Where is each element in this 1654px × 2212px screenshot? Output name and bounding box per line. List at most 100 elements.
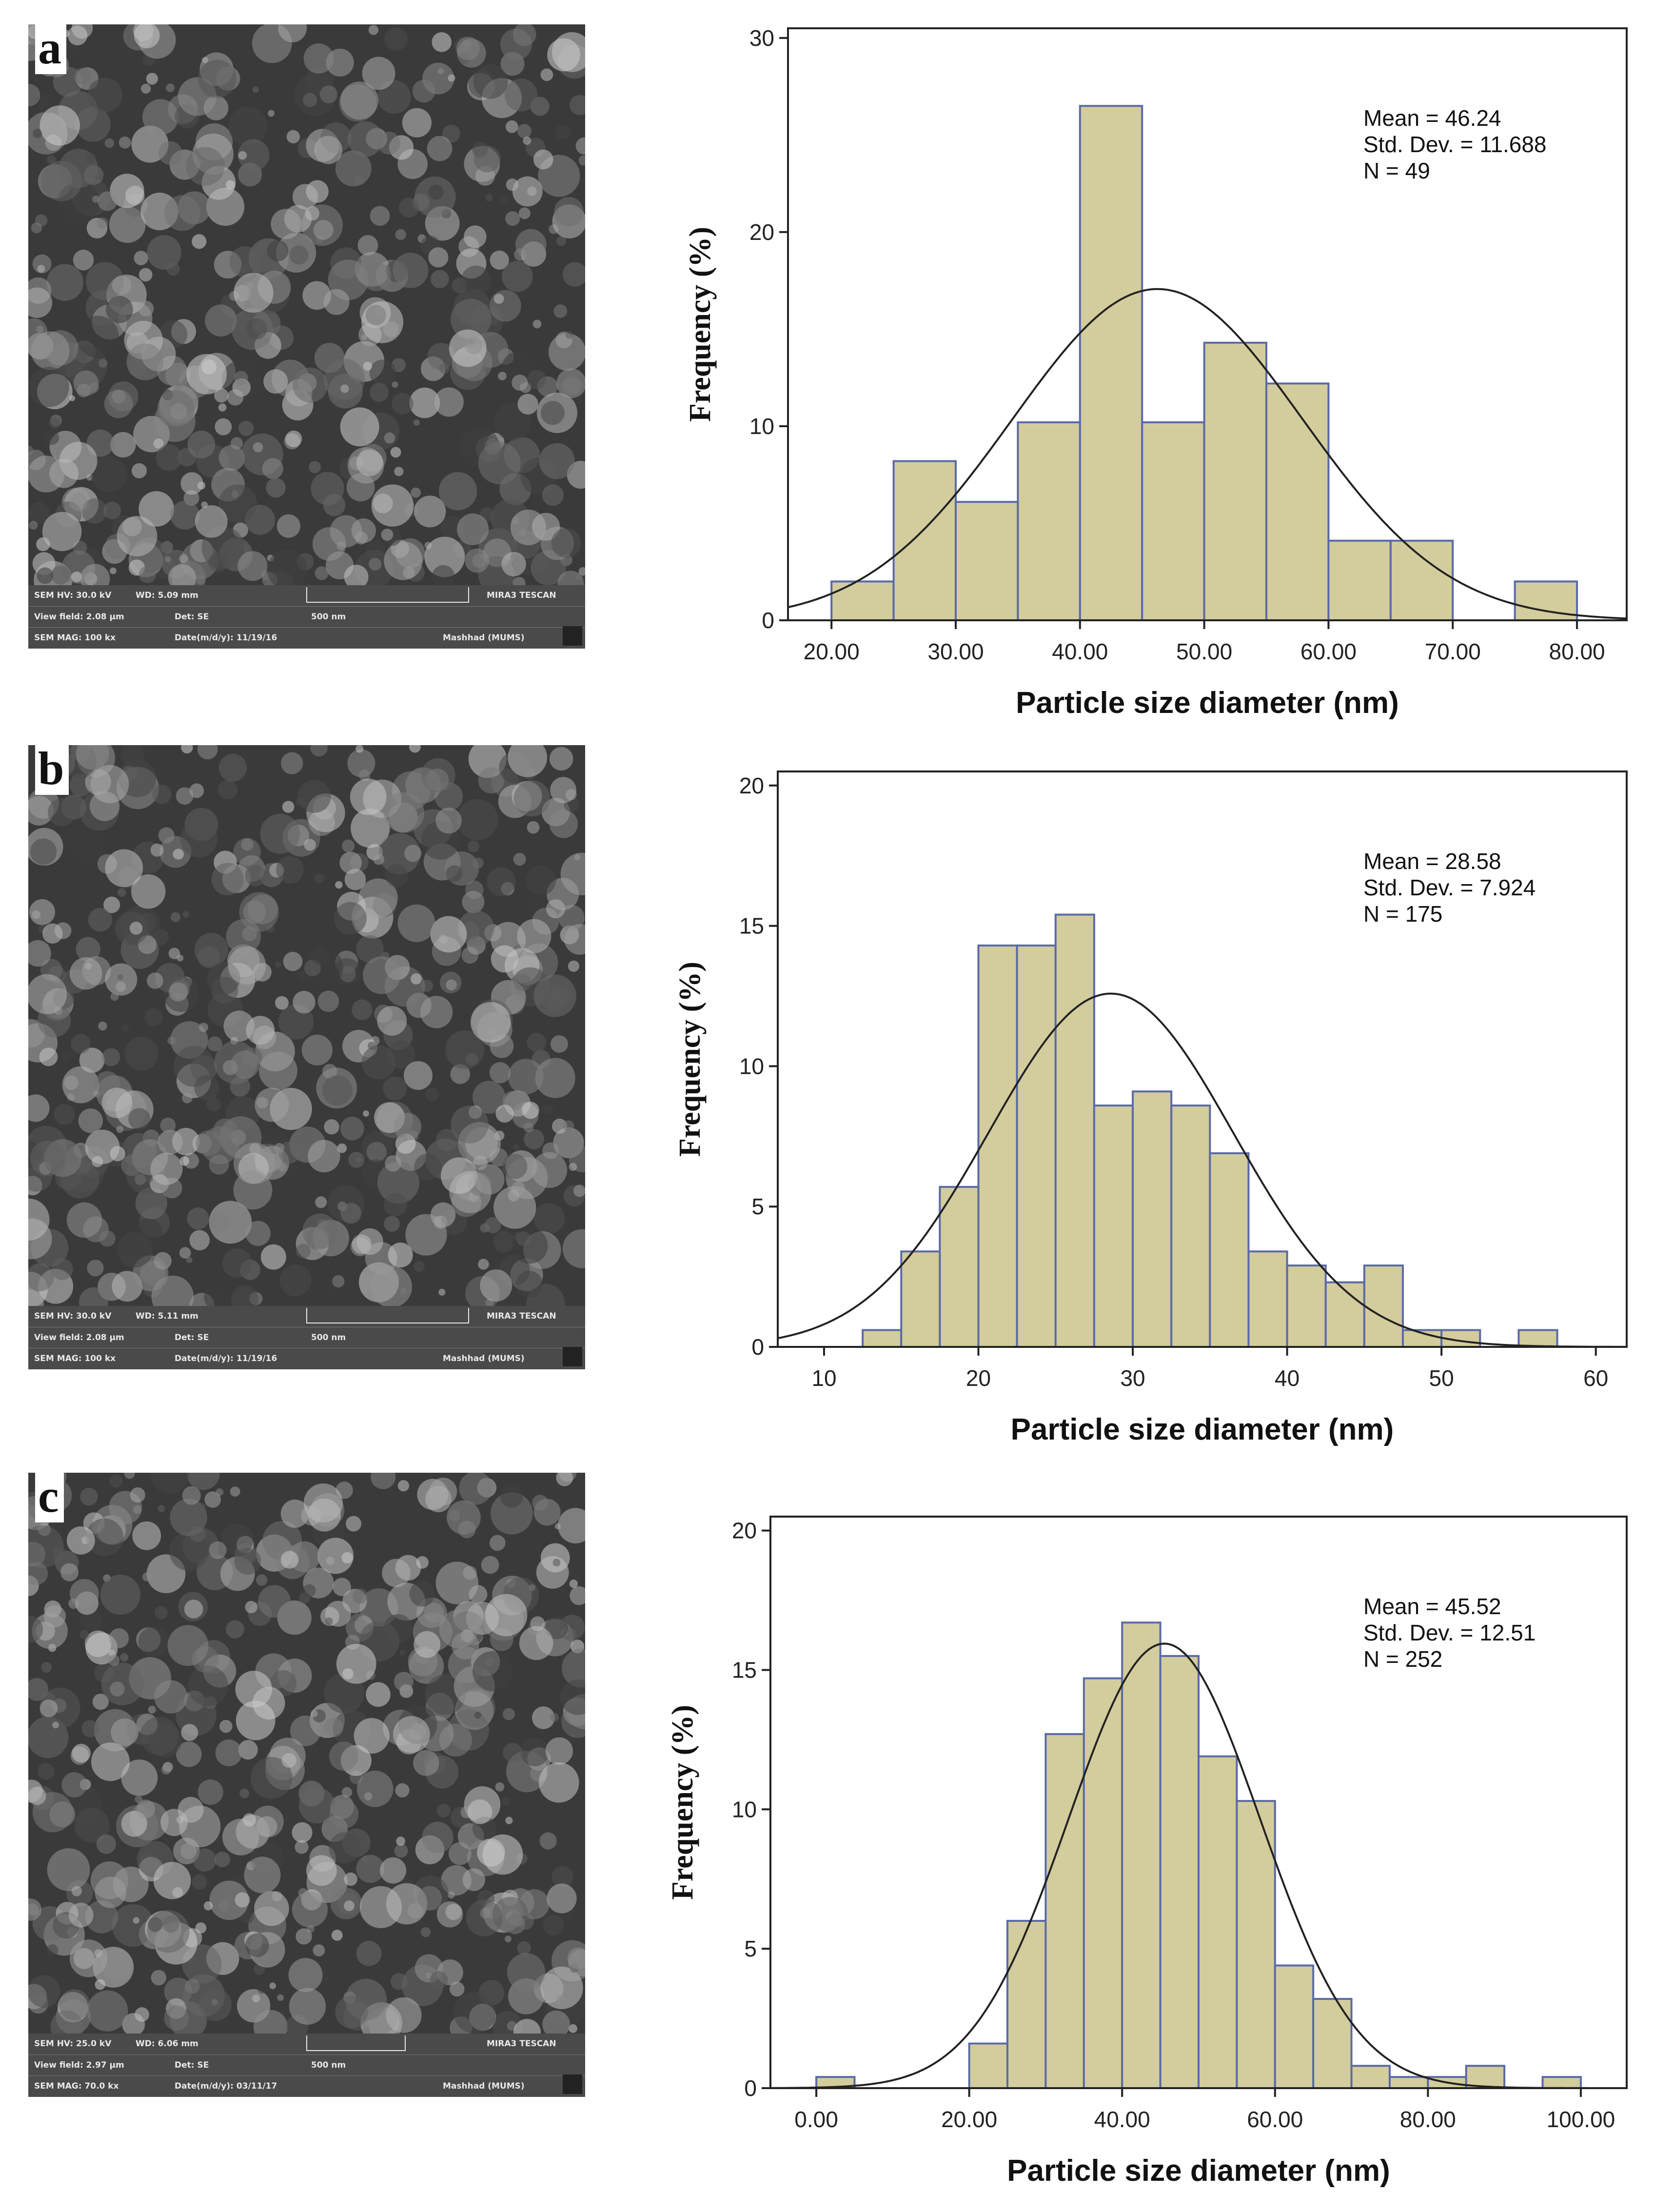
x-tick-label: 70.00 [1425,639,1481,664]
histogram-bar [1198,1755,1238,2089]
histogram-bar [1541,2076,1582,2090]
plot-frame [769,1516,1628,2089]
tescan-logo [563,1347,582,1366]
y-axis-label: Frequency (%) [684,227,717,422]
y-tick-label: 5 [751,1194,764,1219]
tescan-logo [563,2074,582,2094]
sem-wd: WD: 5.09 mm [136,591,198,600]
histogram-bar [1389,539,1454,621]
histogram-bar [1121,1621,1162,2089]
histogram-bar [1016,944,1057,1348]
sem-info-bar-a: SEM HV: 30.0 kV WD: 5.09 mm MIRA3 TESCAN… [28,585,585,649]
histogram-bar [1159,1655,1200,2090]
sem-texture-c [28,1473,585,2034]
sem-view-field: View field: 2.08 µm [34,1333,124,1343]
sem-date: Date(m/d/y): 11/19/16 [175,633,277,643]
sem-site: Mashhad (MUMS) [443,2081,525,2091]
sem-det: Det: SE [175,1333,209,1343]
x-tick-label: 80.00 [1549,639,1605,664]
stats-line: Std. Dev. = 11.688 [1363,132,1546,157]
y-tick-label: 15 [739,913,764,939]
sem-brand: MIRA3 TESCAN [487,591,556,600]
x-tick-label: 30.00 [927,639,984,664]
sem-view-field: View field: 2.97 µm [34,2060,124,2070]
plot-frame [787,27,1628,621]
y-tick-label: 0 [744,2075,757,2101]
stats-line: Std. Dev. = 7.924 [1363,875,1536,900]
sem-det: Det: SE [175,2060,209,2070]
x-tick-label: 40.00 [1052,639,1108,664]
x-tick-label: 50 [1429,1365,1454,1391]
sem-hv: SEM HV: 30.0 kV [34,1311,112,1321]
sem-scale-label: 500 nm [311,1333,346,1343]
y-tick-label: 30 [749,25,774,51]
sem-brand: MIRA3 TESCAN [487,2039,556,2049]
sem-info-bar-c: SEM HV: 25.0 kV WD: 6.06 mm MIRA3 TESCAN… [28,2034,585,2097]
normal-curve [777,992,1627,1348]
sem-image-b: SEM HV: 30.0 kV WD: 5.11 mm MIRA3 TESCAN… [28,745,585,1369]
y-tick-label: 20 [749,219,774,245]
x-tick-label: 10 [811,1365,836,1391]
stats-line: N = 49 [1363,158,1430,183]
sem-mag: SEM MAG: 100 kx [34,1354,116,1363]
x-tick-label: 20.00 [941,2107,997,2132]
y-tick-label: 20 [739,773,764,798]
histogram-bar [1209,1152,1250,1348]
stats-line: Mean = 45.52 [1363,1594,1501,1619]
stats-line: N = 175 [1363,901,1442,927]
histogram-bar [1132,1090,1173,1348]
stats-line: Mean = 46.24 [1363,105,1501,131]
y-tick-label: 10 [739,1053,764,1079]
histogram-bar [1236,1800,1276,2089]
histogram-bar [1083,1677,1123,2090]
sem-site: Mashhad (MUMS) [443,633,525,643]
x-axis-label: Particle size diameter (nm) [1016,686,1399,720]
normal-curve [788,288,1627,620]
sem-wd: WD: 5.11 mm [136,1311,198,1321]
y-tick-label: 10 [732,1797,757,1822]
x-tick-label: 40.00 [1094,2107,1150,2132]
x-tick-label: 60 [1583,1365,1608,1391]
y-tick-label: 10 [749,414,774,439]
histogram-bar [1079,105,1143,621]
y-tick-label: 0 [762,608,774,633]
x-tick-label: 40 [1275,1365,1300,1391]
sem-mag: SEM MAG: 70.0 kx [34,2081,119,2091]
sem-hv: SEM HV: 25.0 kV [34,2039,112,2049]
sem-view-field: View field: 2.08 µm [34,612,124,622]
y-tick-label: 0 [751,1334,764,1360]
sem-image-a: SEM HV: 30.0 kV WD: 5.09 mm MIRA3 TESCAN… [28,24,585,649]
sem-image-c: SEM HV: 25.0 kV WD: 6.06 mm MIRA3 TESCAN… [28,1473,585,2097]
y-tick-label: 5 [744,1936,757,1961]
histogram-bar [1388,2076,1429,2090]
x-axis-label: Particle size diameter (nm) [1007,2154,1390,2188]
y-tick-label: 15 [732,1657,757,1682]
x-axis-label: Particle size diameter (nm) [1011,1413,1394,1446]
histogram-bar [1440,1329,1481,1348]
normal-curve [770,1642,1627,2089]
histogram-bar [892,460,957,621]
histogram-bar [1265,382,1330,622]
sem-date: Date(m/d/y): 03/11/17 [175,2081,277,2091]
sem-scale-label: 500 nm [311,612,346,622]
histogram-bar [1312,1998,1353,2090]
sem-site: Mashhad (MUMS) [443,1354,525,1363]
tescan-logo [563,626,582,646]
histogram-bar [1006,1919,1047,2089]
sem-brand: MIRA3 TESCAN [487,1311,556,1321]
sem-texture-b [28,745,585,1306]
scale-bar [306,587,469,603]
stats-line: Std. Dev. = 12.51 [1363,1620,1536,1645]
stats-line: N = 252 [1363,1646,1442,1672]
y-axis-label: Frequency (%) [673,962,707,1157]
histogram-bar [1044,1733,1085,2089]
histogram-bar [1170,1104,1211,1348]
x-tick-label: 30 [1120,1365,1145,1391]
histogram-bar [1286,1264,1327,1348]
sem-scale-label: 500 nm [311,2060,346,2070]
x-tick-label: 50.00 [1176,639,1232,664]
x-tick-label: 60.00 [1300,639,1357,664]
